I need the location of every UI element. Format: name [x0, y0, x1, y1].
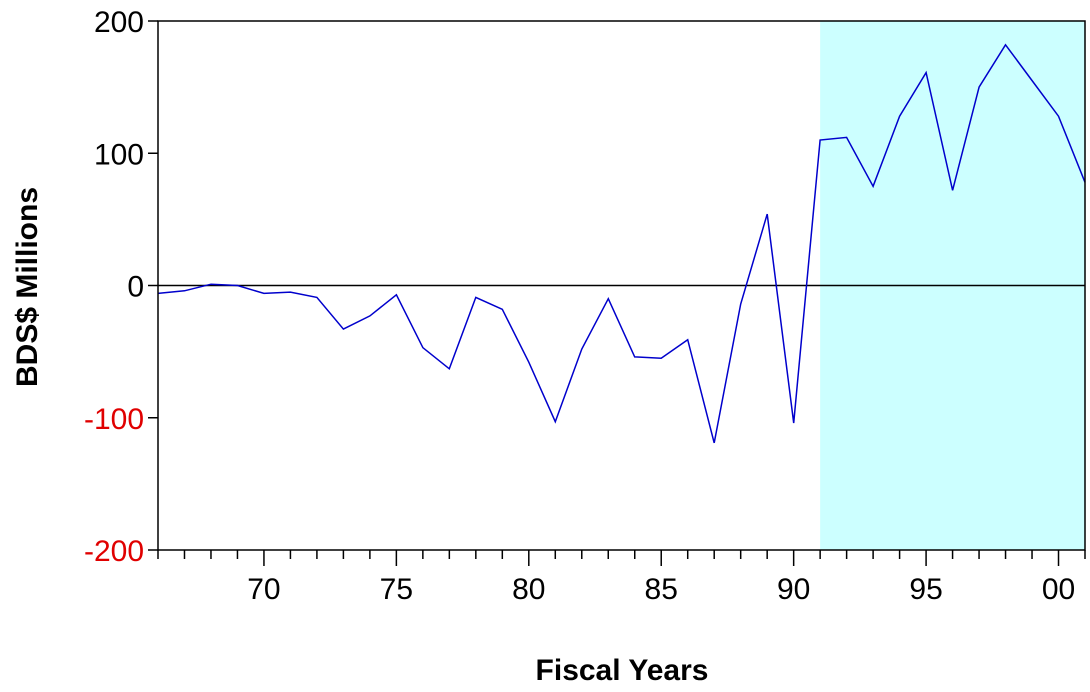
- x-tick-labels: 70 75 80 85 90 95 00: [247, 573, 1075, 606]
- plot-frame: [157, 20, 1086, 551]
- data-line: [157, 43, 1086, 444]
- y-tick-label: 0: [127, 271, 144, 304]
- x-tick-label: 90: [777, 573, 810, 606]
- y-tick-label: -100: [84, 403, 144, 436]
- y-tick-label: -200: [84, 535, 144, 568]
- y-axis-title: BDS$ Millions: [11, 187, 44, 387]
- x-tick-label: 75: [380, 573, 413, 606]
- x-tick-label: 95: [909, 573, 942, 606]
- y-tick-labels: 200 100 0 -100 -200: [84, 6, 144, 568]
- x-tick-label: 85: [645, 573, 678, 606]
- y-tick-label: 200: [94, 6, 144, 39]
- x-tick-label: 00: [1042, 573, 1075, 606]
- x-tick-label: 80: [512, 573, 545, 606]
- y-tick-label: 100: [94, 138, 144, 171]
- x-tick-label: 70: [247, 573, 280, 606]
- y-axis-ticks: [148, 20, 158, 551]
- x-axis-ticks: [157, 550, 1086, 566]
- x-axis-title: Fiscal Years: [536, 654, 709, 687]
